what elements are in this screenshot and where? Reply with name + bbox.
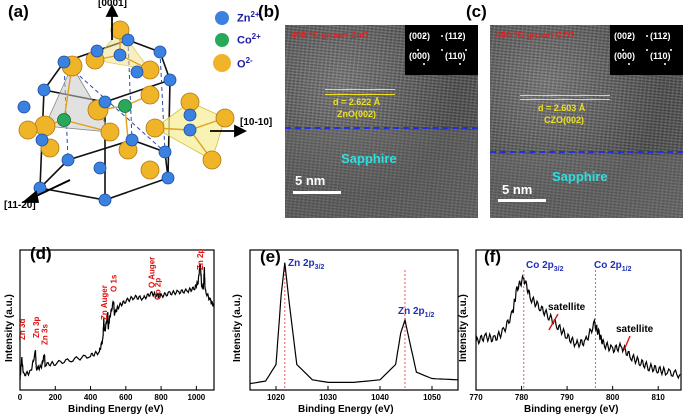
tem-image-czo: 400 °C grown CZO (002) (112) (000) (110)…: [490, 25, 683, 218]
panel-d-label: (d): [30, 244, 52, 263]
chart-f-tick-label: 800: [606, 393, 620, 402]
lattice-fringe-lines: [325, 89, 395, 95]
legend-zn-charge: 2+: [250, 10, 260, 19]
tem-zno-plane: ZnO(002): [337, 109, 377, 119]
panel-b-label: (b): [258, 2, 280, 21]
chart-d-tick-label: 0: [18, 393, 23, 402]
chart-d-annotation: Zn 3d: [18, 319, 27, 340]
chart-e-tick-label: 1040: [371, 393, 389, 402]
crystal-structure-diagram: [17, 3, 248, 207]
chart-e-series-line: [249, 262, 459, 385]
chart-d-series-line: [19, 264, 215, 380]
peak-label-co2p12: Co 2p1/2: [594, 260, 632, 273]
chart-e-tick-label: 1020: [267, 393, 285, 402]
scale-bar: [293, 191, 341, 194]
tem-zno-d-spacing: d = 2.622 Å: [333, 97, 381, 107]
legend-o-charge: 2-: [245, 56, 253, 65]
peak-e-2-sub: 1/2: [424, 312, 435, 319]
chart-d-annotation: O 1s: [110, 274, 119, 292]
saed-czo-110: (110): [650, 51, 671, 61]
satellite-arrow-1: [548, 313, 559, 331]
chart-d-tick-label: 1000: [187, 393, 205, 402]
chart-d-tick-label: 200: [49, 393, 63, 402]
saed-czo-000: (000): [614, 51, 636, 61]
peak-label-zn2p32: Zn 2p3/2: [288, 258, 324, 271]
peak-e-1-sub: 3/2: [314, 264, 325, 271]
chart-e-tick-label: 1050: [423, 393, 441, 402]
saed-zno-110: (110): [445, 51, 466, 61]
chart-f-xlabel: Binding energy (eV): [524, 404, 619, 415]
peak-f-1-sub: 3/2: [553, 266, 564, 273]
chart-f-tick-label: 770: [469, 393, 483, 402]
chart-d-annotation: Co 2p: [154, 278, 163, 300]
saed-zno-112: (112): [445, 31, 466, 41]
chart-d-tick-label: 600: [119, 393, 133, 402]
tem-zno-title: 400 °C grown ZnO: [291, 30, 369, 40]
chart-d-tick-label: 400: [84, 393, 98, 402]
legend-co-charge: 2+: [251, 32, 261, 41]
satellite-label-2: satellite: [616, 324, 654, 335]
peak-label-co2p32: Co 2p3/2: [526, 260, 564, 273]
tem-czo-plane: CZO(002): [544, 115, 585, 125]
crystal-legend: Zn2+ Co2+ O2-: [213, 8, 277, 78]
panel-a-label: (a): [8, 2, 29, 21]
saed-pattern-zno: (002) (112) (000) (110): [405, 25, 478, 75]
scale-bar: [498, 199, 546, 202]
o-atom-icon: [213, 54, 231, 72]
interface-line: [490, 151, 683, 153]
axis-0001-label: [0001]: [98, 0, 127, 9]
axis-11-20-label: [11-20]: [4, 200, 36, 211]
peak-f-2-name: Co 2p: [594, 260, 622, 271]
lattice-fringe-lines: [520, 95, 610, 100]
chart-e-frame: [249, 249, 459, 391]
peak-f-1-name: Co 2p: [526, 260, 554, 271]
zn-atom-icon: [215, 11, 229, 25]
tem-zno-scale-label: 5 nm: [295, 173, 326, 188]
panel-f-label: (f): [484, 247, 501, 266]
satellite-arrow-2: [623, 335, 631, 351]
legend-co-ion: Co: [237, 34, 252, 47]
tem-image-zno: 400 °C grown ZnO (002) (112) (000) (110)…: [285, 25, 478, 218]
chart-f-tick-label: 810: [652, 393, 666, 402]
chart-d-annotation: Zn Auger: [100, 285, 109, 320]
tem-zno-substrate: Sapphire: [341, 151, 397, 166]
saed-pattern-czo: (002) (112) (000) (110): [610, 25, 683, 75]
saed-zno-000: (000): [409, 51, 431, 61]
chart-d-xlabel: Binding Energy (eV): [68, 404, 164, 415]
legend-o-ion: O: [237, 58, 246, 71]
chart-e-tick-label: 1030: [319, 393, 337, 402]
legend-zn-ion: Zn: [237, 12, 251, 25]
axis-10-10-label: [10-10]: [240, 117, 273, 128]
chart-f-frame: [475, 249, 682, 391]
peak-e-1-name: Zn 2p: [288, 258, 315, 269]
chart-d-tick-label: 800: [154, 393, 168, 402]
tem-czo-d-spacing: d = 2.603 Å: [538, 103, 586, 113]
tem-czo-title: 400 °C grown CZO: [496, 30, 575, 40]
chart-f-tick-label: 780: [515, 393, 529, 402]
chart-d-annotation: O Auger: [147, 257, 156, 288]
satellite-label-1: satellite: [548, 302, 586, 313]
peak-f-2-sub: 1/2: [621, 266, 632, 273]
saed-zno-002: (002): [409, 31, 431, 41]
panel-c-label: (c): [466, 2, 487, 21]
chart-d-annotation: Zn 3s: [41, 324, 50, 345]
peak-e-2-name: Zn 2p: [398, 306, 425, 317]
peak-label-zn2p12: Zn 2p1/2: [398, 306, 434, 319]
interface-line: [285, 127, 478, 129]
panel-e-label: (e): [260, 247, 281, 266]
saed-czo-002: (002): [614, 31, 636, 41]
saed-czo-112: (112): [650, 31, 671, 41]
tem-czo-substrate: Sapphire: [552, 169, 608, 184]
tem-czo-scale-label: 5 nm: [502, 182, 533, 197]
chart-e-xlabel: Binding Energy (eV): [298, 404, 394, 415]
chart-f-tick-label: 790: [560, 393, 574, 402]
co-atom-icon: [215, 33, 229, 47]
chart-d-frame: [19, 249, 215, 391]
chart-f-series-line: [475, 274, 682, 380]
chart-d-annotation: Zn 3p: [32, 317, 41, 338]
chart-d-annotation: Zn 2p: [196, 249, 205, 270]
